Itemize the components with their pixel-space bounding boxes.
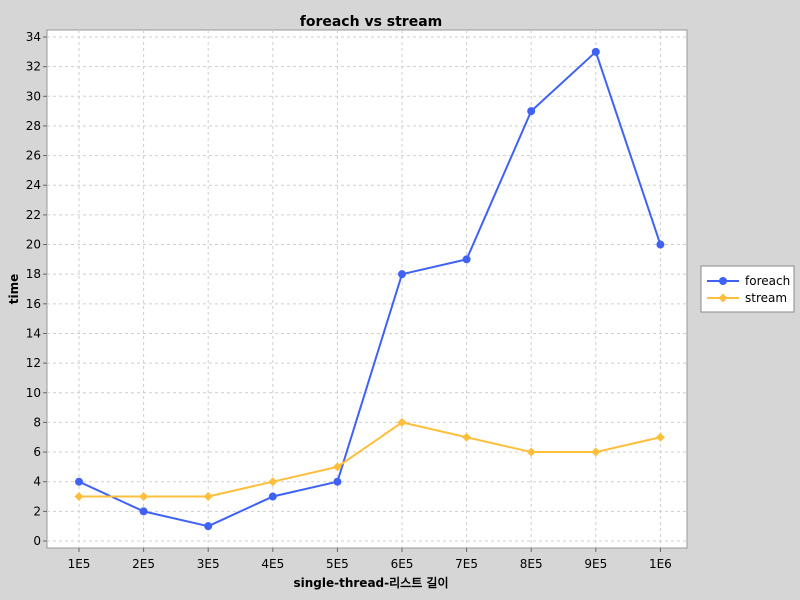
chart-title: foreach vs stream (300, 14, 443, 30)
gridlines (47, 30, 687, 548)
foreach-point (462, 255, 471, 264)
series-line-foreach (78, 50, 662, 528)
y-tick-label: 26 (26, 149, 41, 163)
stream-point (397, 417, 407, 427)
foreach-point (591, 47, 600, 56)
stream-point (139, 492, 149, 502)
stream-point (268, 477, 278, 487)
y-tick-label: 8 (33, 415, 41, 429)
y-tick-label: 24 (26, 178, 41, 192)
x-tick-label: 9E5 (584, 557, 607, 571)
stream-point (655, 432, 665, 442)
series-layer (74, 47, 665, 531)
y-tick-label: 22 (26, 208, 41, 222)
y-tick-label: 12 (26, 356, 41, 370)
foreach-point (139, 507, 148, 516)
legend-marker-foreach (719, 277, 727, 285)
y-tick-label: 34 (26, 30, 41, 44)
x-tick-label: 6E5 (391, 557, 414, 571)
x-tick-label: 8E5 (520, 557, 543, 571)
x-tick-label: 1E5 (68, 557, 91, 571)
y-tick-label: 18 (26, 267, 41, 281)
x-tick-label: 7E5 (455, 557, 478, 571)
x-tick-label: 1E6 (649, 557, 672, 571)
y-tick-label: 6 (33, 445, 41, 459)
stream-point (526, 447, 536, 457)
foreach-point (268, 492, 277, 501)
x-tick-label: 5E5 (326, 557, 349, 571)
stream-point (462, 432, 472, 442)
y-tick-label: 28 (26, 119, 41, 133)
foreach-point (204, 522, 213, 531)
stream-point (203, 492, 213, 502)
x-axis-label: single-thread-리스트 길이 (293, 575, 448, 590)
legend-label-stream: stream (745, 291, 787, 305)
stream-point (74, 492, 84, 502)
foreach-point (75, 477, 83, 486)
y-axis-label: time (7, 274, 21, 305)
foreach-point (527, 107, 536, 116)
y-tick-label: 20 (26, 238, 41, 252)
legend-label-foreach: foreach (745, 274, 790, 288)
plot-area (46, 29, 688, 549)
legend-box (700, 265, 795, 313)
foreach-point (656, 240, 665, 249)
y-tick-label: 14 (26, 326, 41, 340)
y-tick-label: 0 (33, 534, 41, 548)
legend-marker-stream (718, 293, 728, 303)
y-tick-label: 32 (26, 60, 41, 74)
foreach-point (333, 477, 342, 486)
y-tick-label: 2 (33, 504, 41, 518)
x-tick-label: 4E5 (261, 557, 284, 571)
legend: foreach stream (700, 265, 795, 313)
series-line-stream (79, 421, 661, 498)
y-tick-label: 30 (26, 89, 41, 103)
x-tick-label: 3E5 (197, 557, 220, 571)
x-tick-label: 2E5 (132, 557, 155, 571)
y-tick-label: 16 (26, 297, 41, 311)
stream-point (591, 447, 601, 457)
y-tick-label: 4 (33, 475, 41, 489)
foreach-point (398, 270, 406, 279)
stream-point (332, 462, 342, 472)
y-tick-label: 10 (26, 386, 41, 400)
